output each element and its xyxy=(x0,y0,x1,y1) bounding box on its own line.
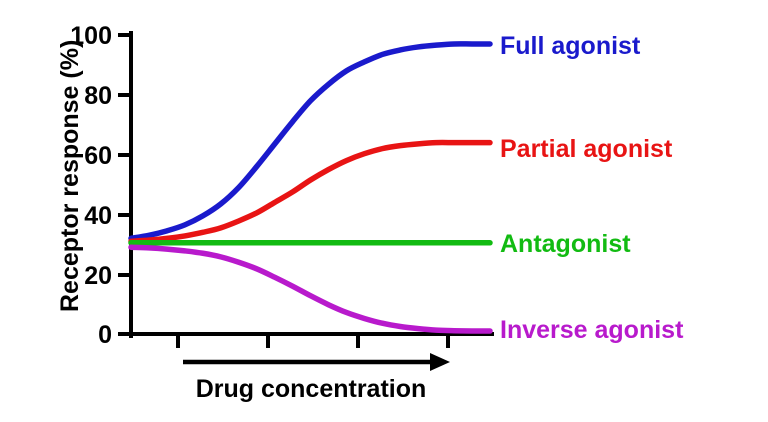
y-tick-label-20: 20 xyxy=(84,262,112,290)
series-label-partial-agonist: Partial agonist xyxy=(500,135,673,163)
y-axis-title: Receptor response (%) xyxy=(56,40,84,312)
y-tick-label-100: 100 xyxy=(70,22,112,50)
x-axis-title: Drug concentration xyxy=(196,375,427,403)
drug-concentration-arrow xyxy=(183,353,450,371)
series-label-inverse-agonist: Inverse agonist xyxy=(500,316,684,344)
series-label-antagonist: Antagonist xyxy=(500,230,631,258)
y-tick-label-40: 40 xyxy=(84,202,112,230)
series-line-partial-agonist xyxy=(128,139,493,245)
series-line-full-agonist xyxy=(128,41,493,242)
series-label-full-agonist: Full agonist xyxy=(500,32,641,60)
y-tick-label-60: 60 xyxy=(84,142,112,170)
y-tick-label-0: 0 xyxy=(98,321,112,349)
y-tick-label-80: 80 xyxy=(84,82,112,110)
series-line-inverse-agonist xyxy=(128,244,493,334)
